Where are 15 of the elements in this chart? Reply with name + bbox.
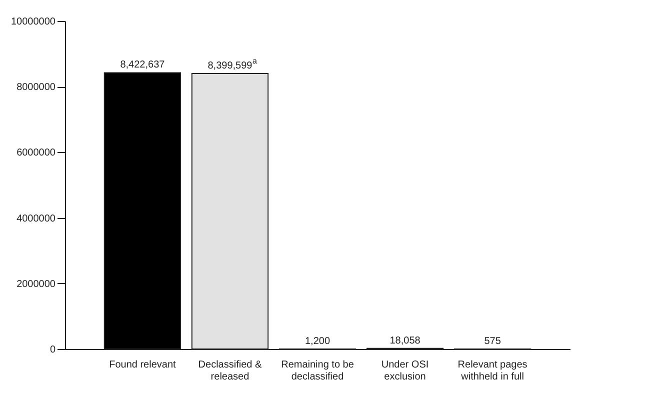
x-tick-label: Remaining to be declassified [281, 360, 354, 382]
y-tick-label: 10000000 [11, 16, 56, 28]
data-label: 8,422,637 [120, 60, 166, 71]
x-tick-label: Relevant pages withheld in full [458, 360, 528, 382]
x-tick-label: Declassified & released [198, 360, 262, 382]
data-label: 18,058 [390, 335, 421, 346]
y-tick-label: 8000000 [16, 82, 56, 94]
y-tick-label: 4000000 [16, 213, 56, 224]
x-tick-label: Under OSI exclusion [381, 360, 429, 382]
y-tick-label: 0 [50, 344, 56, 356]
data-label: 575 [484, 336, 502, 347]
y-tick-label: 6000000 [16, 148, 56, 159]
y-tick-label: 2000000 [16, 278, 56, 290]
data-label: 1,200 [304, 336, 330, 347]
x-tick-label: Found relevant [109, 360, 176, 370]
